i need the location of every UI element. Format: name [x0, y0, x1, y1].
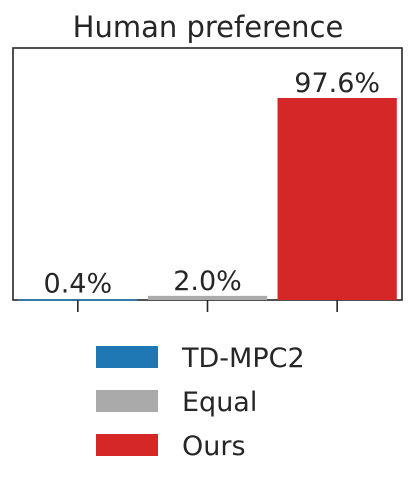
- legend-swatch-ours: [96, 434, 158, 456]
- bar-equal: [147, 295, 268, 300]
- bar-group: [18, 97, 397, 301]
- legend: TD-MPC2 Equal Ours: [96, 343, 305, 462]
- data-label-group: 0.4% 2.0% 97.6%: [44, 68, 381, 300]
- bar-td-mpc2: [18, 299, 138, 301]
- legend-label-td-mpc2: TD-MPC2: [181, 343, 305, 374]
- legend-swatch-equal: [96, 390, 158, 412]
- data-label-ours: 97.6%: [294, 68, 380, 99]
- x-axis-ticks: [77, 300, 338, 312]
- legend-label-equal: Equal: [182, 387, 257, 418]
- data-label-equal: 2.0%: [173, 266, 242, 297]
- data-label-td-mpc2: 0.4%: [44, 269, 113, 300]
- chart-title: Human preference: [73, 10, 344, 44]
- bar-ours: [277, 97, 397, 300]
- legend-swatch-td-mpc2: [96, 346, 158, 368]
- legend-label-ours: Ours: [182, 431, 246, 462]
